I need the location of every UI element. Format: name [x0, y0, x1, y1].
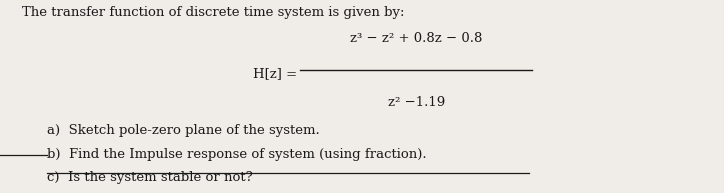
Text: z² −1.19: z² −1.19 [387, 96, 445, 109]
Text: z³ − z² + 0.8z − 0.8: z³ − z² + 0.8z − 0.8 [350, 32, 482, 45]
Text: c)  Is the system stable or not?: c) Is the system stable or not? [47, 171, 253, 184]
Text: The transfer function of discrete time system is given by:: The transfer function of discrete time s… [22, 6, 404, 19]
Text: a)  Sketch pole-zero plane of the system.: a) Sketch pole-zero plane of the system. [47, 124, 320, 136]
Text: b)  Find the Impulse response of system (using fraction).: b) Find the Impulse response of system (… [47, 148, 426, 161]
Text: H[z] =: H[z] = [253, 67, 297, 80]
